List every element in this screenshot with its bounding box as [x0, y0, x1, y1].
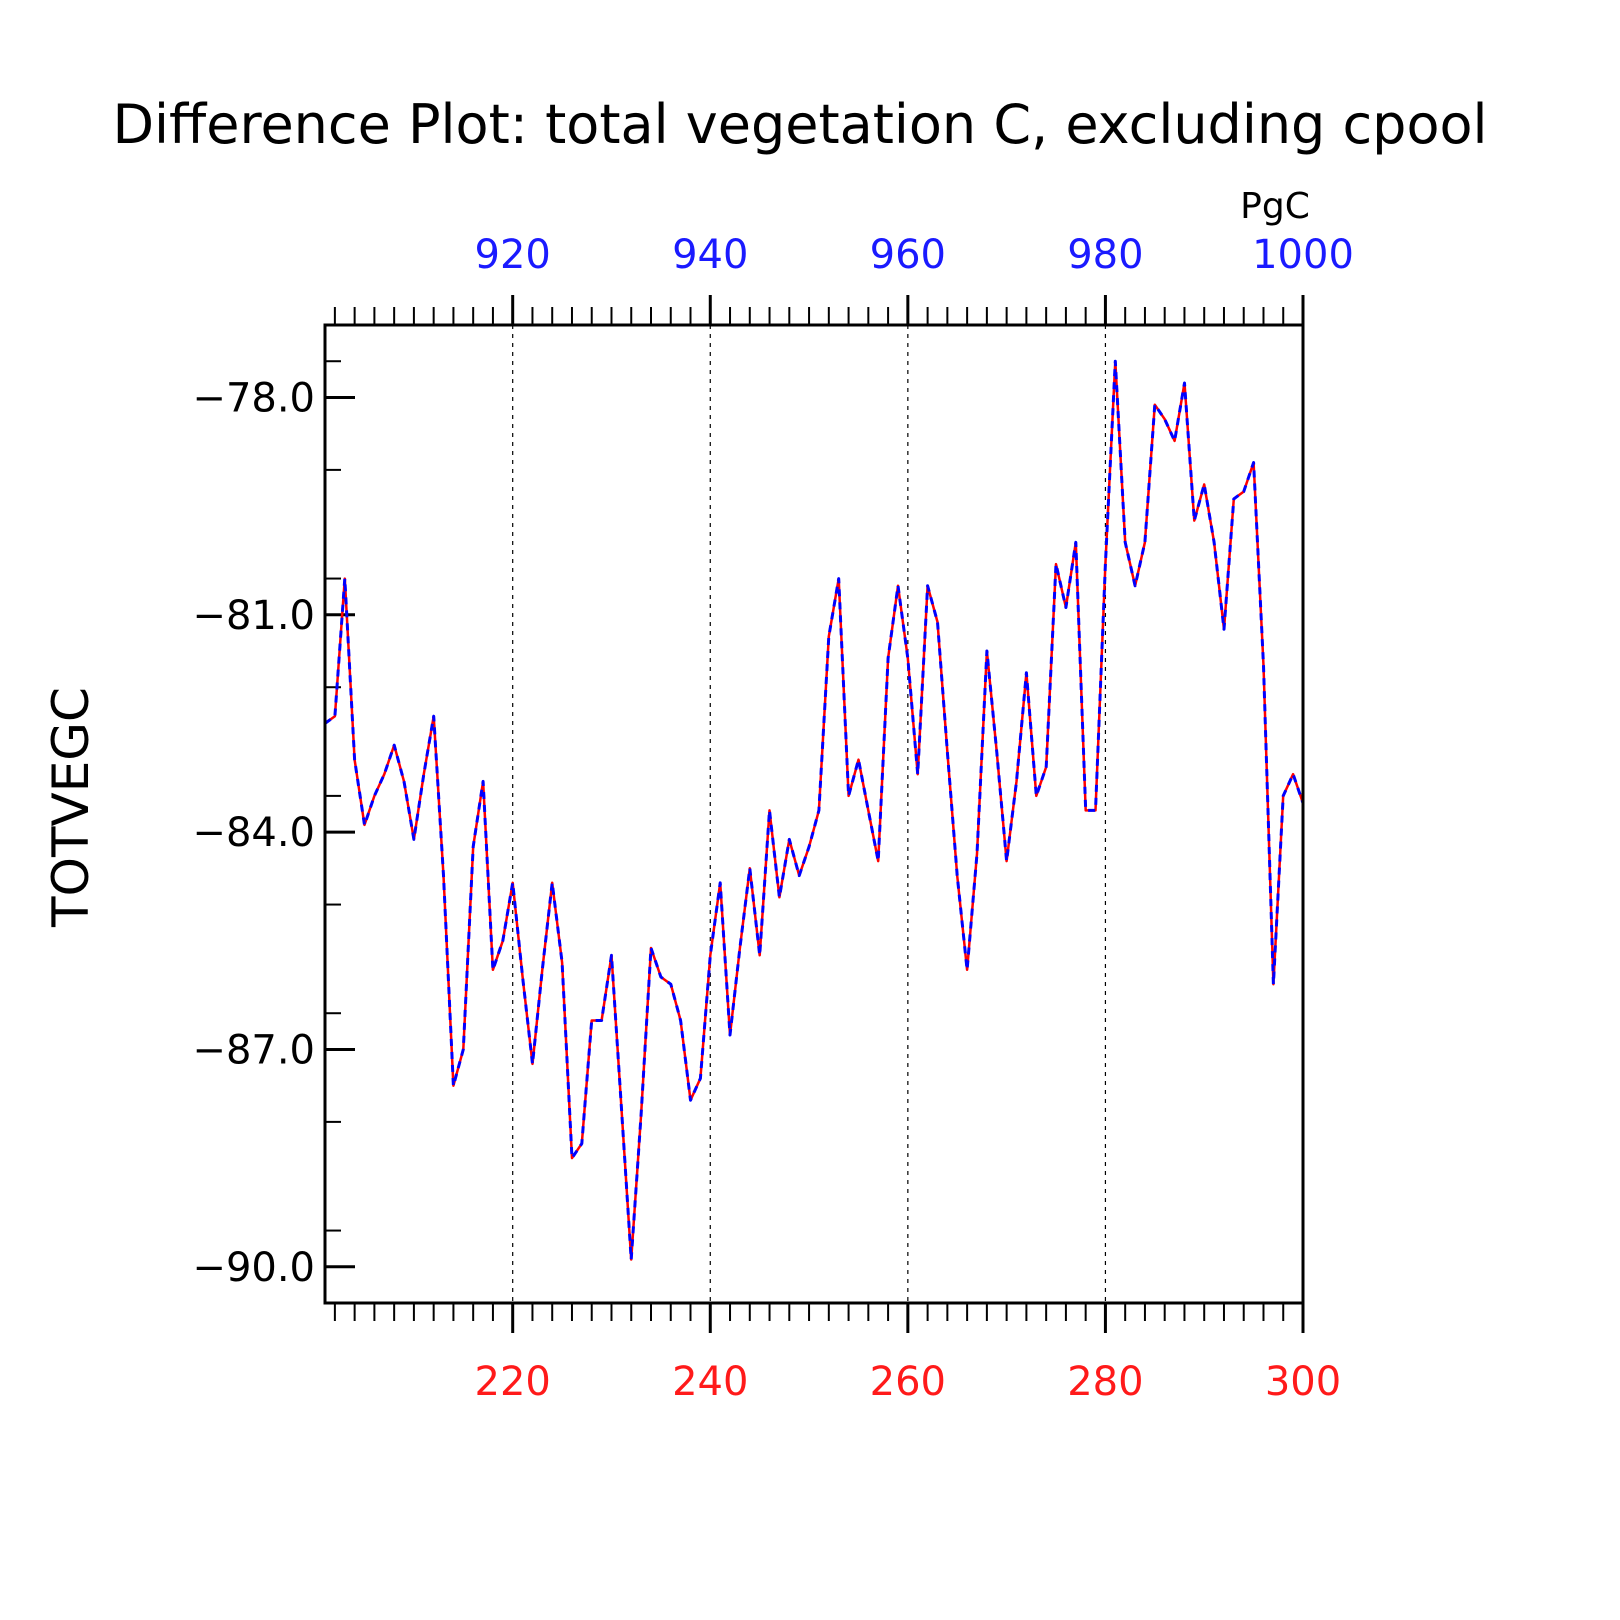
grid-lines [512, 325, 1107, 1303]
y-axis-label: TOTVEGC [42, 687, 100, 928]
axis-ticks [325, 295, 1305, 1333]
bottom-x-tick-labels: 220 240 260 280 300 [475, 1359, 1342, 1405]
bottom-x-tick-label: 280 [1067, 1359, 1143, 1405]
top-x-tick-label: 920 [475, 232, 551, 278]
y-tick-label: −87.0 [192, 1027, 315, 1073]
bottom-x-tick-label: 300 [1265, 1359, 1341, 1405]
y-tick-labels: −78.0 −81.0 −84.0 −87.0 −90.0 [192, 375, 315, 1290]
top-x-tick-label: 960 [870, 232, 946, 278]
unit-label: PgC [1240, 186, 1310, 227]
y-tick-label: −81.0 [192, 593, 315, 639]
series-line-blue [324, 359, 1305, 1261]
bottom-x-tick-label: 260 [870, 1359, 946, 1405]
bottom-x-tick-label: 220 [475, 1359, 551, 1405]
y-tick-label: −78.0 [192, 375, 315, 421]
chart-title: Difference Plot: total vegetation C, exc… [112, 93, 1487, 156]
y-tick-label: −90.0 [192, 1245, 315, 1291]
y-tick-label: −84.0 [192, 810, 315, 856]
bottom-x-tick-label: 240 [672, 1359, 748, 1405]
top-x-tick-labels: 920 940 960 980 1000 [475, 232, 1354, 278]
plot-frame [323, 323, 1305, 1305]
top-x-tick-label: 940 [672, 232, 748, 278]
series-lines [324, 359, 1305, 1261]
top-x-tick-label: 980 [1067, 232, 1143, 278]
top-x-tick-label: 1000 [1252, 232, 1354, 278]
